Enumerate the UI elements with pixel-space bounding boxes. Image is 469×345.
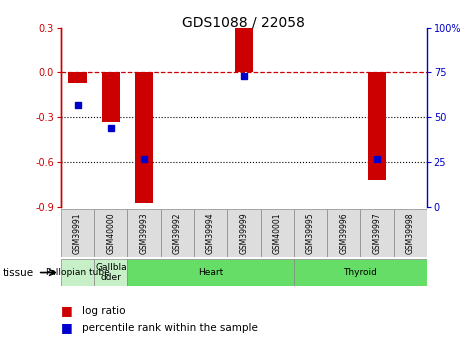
Bar — [94, 209, 128, 257]
Bar — [135, 72, 153, 203]
Bar — [94, 259, 128, 286]
Bar — [61, 259, 94, 286]
Bar — [327, 209, 360, 257]
Bar — [194, 209, 227, 257]
Text: GSM39999: GSM39999 — [239, 212, 249, 254]
Bar — [393, 209, 427, 257]
Bar — [294, 209, 327, 257]
Text: percentile rank within the sample: percentile rank within the sample — [82, 323, 258, 333]
Text: GSM39992: GSM39992 — [173, 212, 182, 254]
Bar — [161, 209, 194, 257]
Text: GSM39996: GSM39996 — [339, 212, 348, 254]
Bar — [102, 72, 120, 122]
Text: ■: ■ — [61, 321, 73, 334]
Text: GSM39994: GSM39994 — [206, 212, 215, 254]
Text: GSM39991: GSM39991 — [73, 212, 82, 254]
Text: GSM39997: GSM39997 — [372, 212, 381, 254]
Bar — [68, 72, 87, 83]
Bar — [61, 209, 94, 257]
Bar — [128, 209, 161, 257]
Text: tissue: tissue — [2, 268, 33, 277]
Text: ■: ■ — [61, 304, 73, 317]
Text: Fallopian tube: Fallopian tube — [45, 268, 109, 277]
Text: GSM40000: GSM40000 — [106, 212, 115, 254]
Text: GDS1088 / 22058: GDS1088 / 22058 — [182, 16, 305, 30]
Text: GSM39998: GSM39998 — [406, 212, 415, 254]
Bar — [260, 209, 294, 257]
Text: GSM39995: GSM39995 — [306, 212, 315, 254]
Bar — [128, 259, 294, 286]
Text: log ratio: log ratio — [82, 306, 126, 315]
Text: Thyroid: Thyroid — [343, 268, 377, 277]
Text: Heart: Heart — [198, 268, 223, 277]
Bar — [234, 28, 253, 72]
Text: Gallbla
dder: Gallbla dder — [95, 263, 127, 282]
Bar — [294, 259, 427, 286]
Text: GSM39993: GSM39993 — [140, 212, 149, 254]
Bar — [360, 209, 393, 257]
Text: GSM40001: GSM40001 — [272, 212, 282, 254]
Bar — [368, 72, 386, 180]
Bar — [227, 209, 260, 257]
